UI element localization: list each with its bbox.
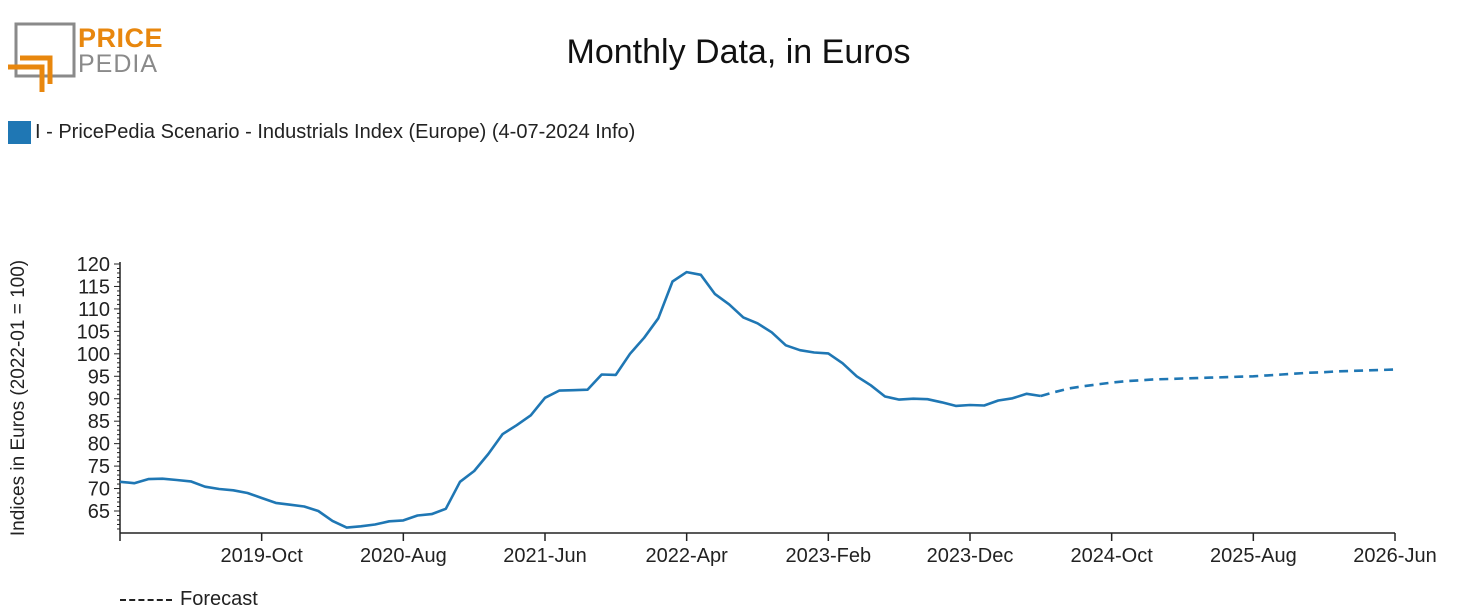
x-tick-label: 2024-Oct bbox=[1071, 545, 1154, 567]
pricepedia-logo: PRICE PEDIA bbox=[6, 20, 176, 95]
logo-text-pedia: PEDIA bbox=[78, 50, 159, 78]
chart-title: Monthly Data, in Euros bbox=[566, 33, 911, 71]
logo-bracket-icon bbox=[8, 22, 76, 92]
industrials-index-series-line bbox=[119, 270, 1042, 529]
legend-label: I - PricePedia Scenario - Industrials In… bbox=[35, 120, 636, 143]
y-tick-label: 115 bbox=[78, 276, 110, 298]
y-tick-label: 105 bbox=[77, 321, 110, 343]
y-axis-title: Indices in Euros (2022-01 = 100) bbox=[8, 260, 29, 536]
legend-swatch bbox=[8, 120, 31, 144]
legend-item[interactable]: I - PricePedia Scenario - Industrials In… bbox=[8, 120, 635, 144]
x-tick-label: 2020-Aug bbox=[360, 545, 447, 567]
y-tick-label: 90 bbox=[88, 389, 110, 411]
logo-text-price: PRICE bbox=[78, 23, 164, 53]
y-tick-label: 85 bbox=[88, 411, 110, 433]
x-tick-label: 2023-Dec bbox=[927, 545, 1014, 567]
x-tick-label: 2022-Apr bbox=[646, 545, 729, 567]
forecast-key: Forecast bbox=[120, 588, 258, 611]
x-axis: 2019-Oct 2020-Aug 2021-Jun 2022-Apr 2023-Feb… bbox=[119, 532, 1437, 567]
x-tick-label: 2019-Oct bbox=[221, 545, 304, 567]
y-tick-label: 75 bbox=[88, 456, 110, 478]
y-tick-label: 100 bbox=[77, 344, 110, 366]
y-tick-label: 70 bbox=[88, 479, 110, 501]
dashed-line-icon bbox=[120, 598, 172, 601]
series-layer bbox=[119, 270, 1396, 529]
y-tick-label: 110 bbox=[78, 299, 110, 321]
x-tick-label: 2023-Feb bbox=[786, 545, 872, 567]
y-tick-label: 120 bbox=[77, 254, 110, 276]
forecast-series-line bbox=[1040, 368, 1396, 398]
y-tick-label: 95 bbox=[88, 366, 110, 388]
x-tick-label: 2025-Aug bbox=[1210, 545, 1297, 567]
y-tick-label: 65 bbox=[88, 501, 110, 523]
y-tick-label: 80 bbox=[88, 434, 110, 456]
x-tick-label: 2026-Jun bbox=[1353, 545, 1436, 567]
forecast-label: Forecast bbox=[180, 588, 258, 610]
x-tick-label: 2021-Jun bbox=[503, 545, 586, 567]
